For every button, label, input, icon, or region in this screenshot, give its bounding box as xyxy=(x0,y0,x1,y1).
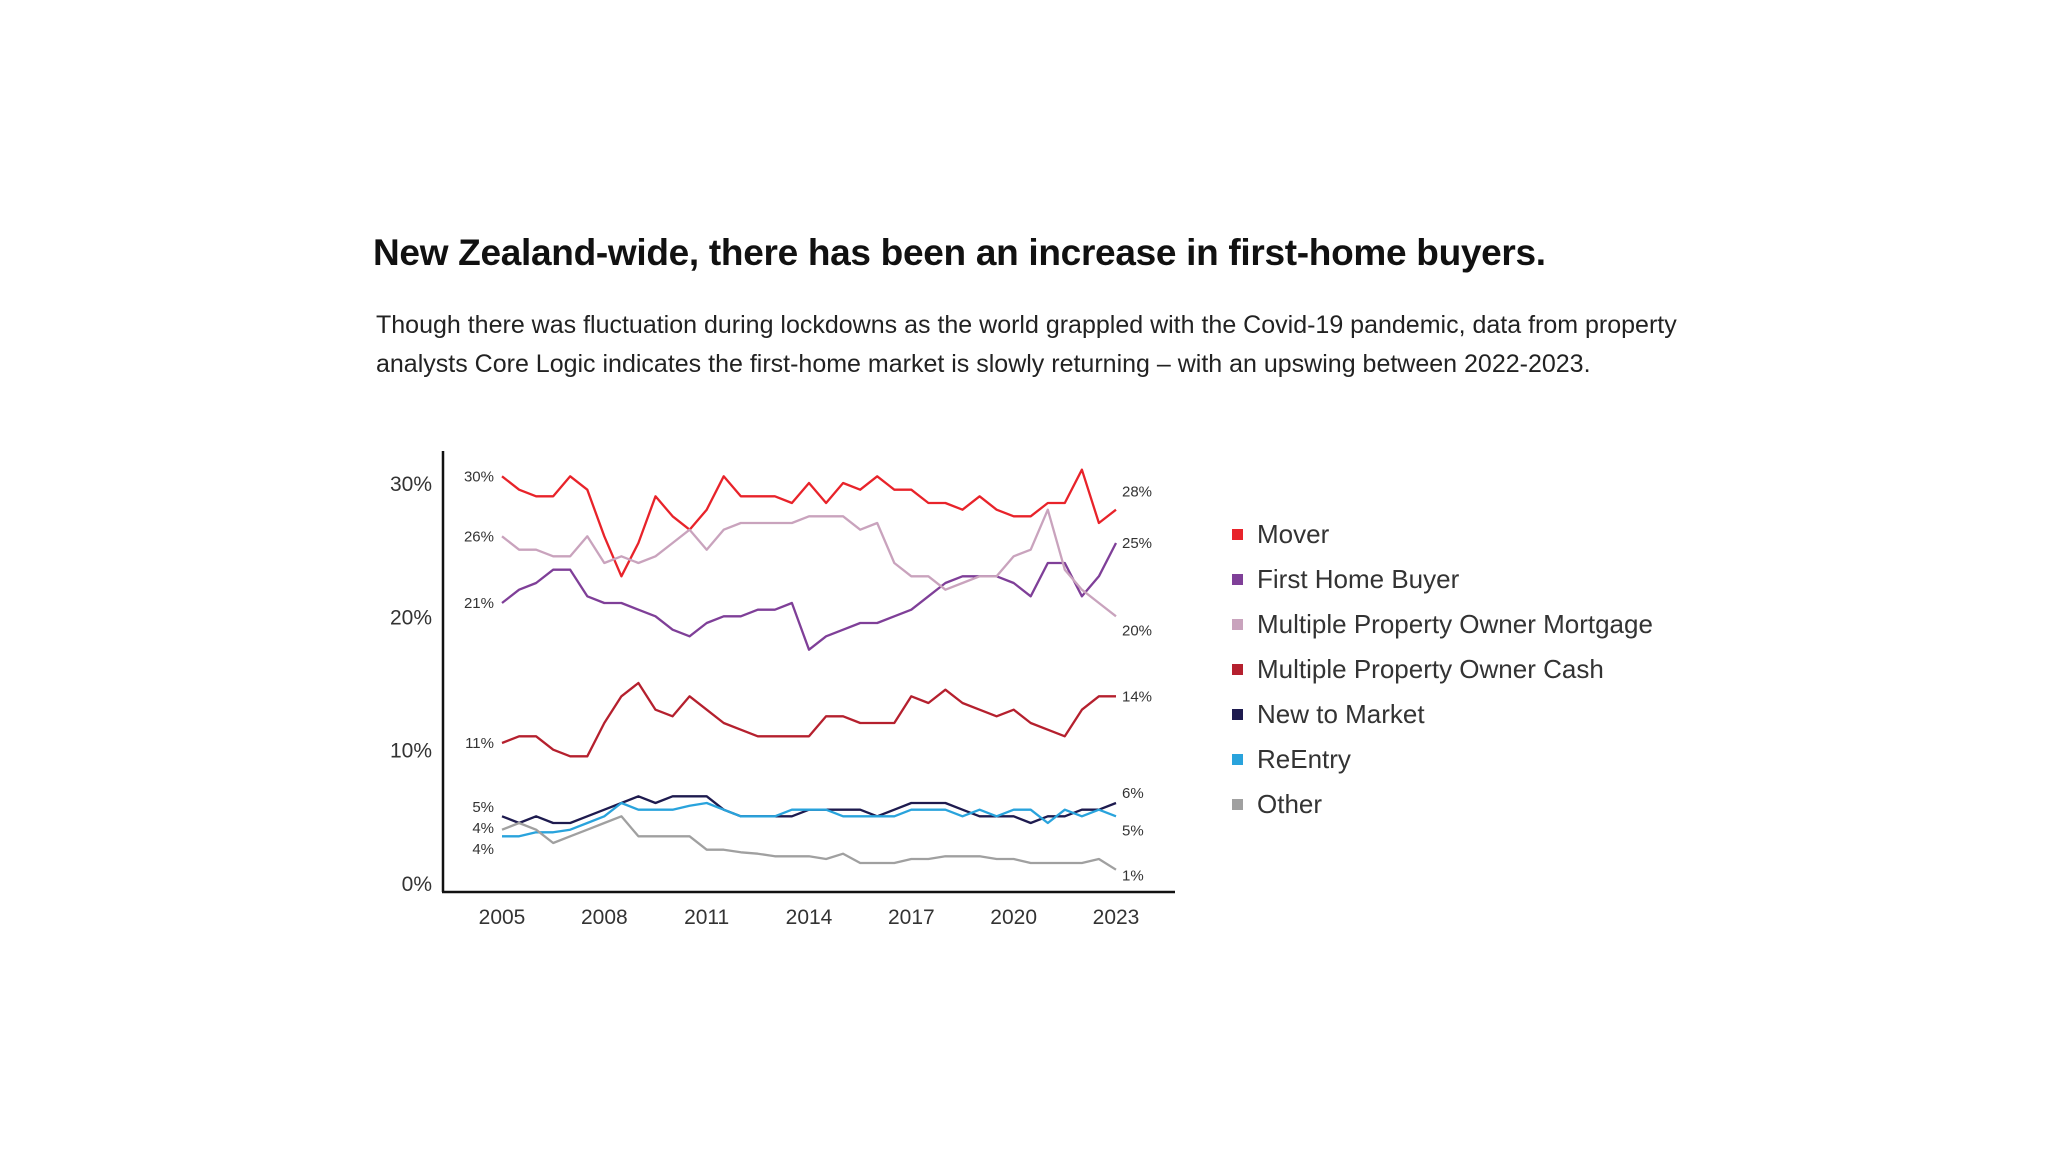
legend-item: First Home Buyer xyxy=(1232,557,1653,602)
chart-legend: Mover First Home Buyer Multiple Property O… xyxy=(1232,512,1653,827)
legend-item: New to Market xyxy=(1232,692,1653,737)
legend-swatch xyxy=(1232,664,1243,675)
legend-label: Mover xyxy=(1257,519,1330,549)
x-tick-label: 2017 xyxy=(888,906,935,929)
legend-item: Multiple Property Owner Cash xyxy=(1232,647,1653,692)
legend-swatch xyxy=(1232,529,1243,540)
series-line-mover xyxy=(501,468,1117,578)
y-tick-label: 20% xyxy=(390,606,432,629)
end-value-label: 20% xyxy=(1122,622,1152,639)
end-value-label: 28% xyxy=(1122,484,1152,501)
x-tick-label: 2011 xyxy=(684,906,729,929)
series-line-multiple-property-owner-cash xyxy=(501,681,1116,758)
legend-swatch xyxy=(1232,754,1243,765)
page-title: New Zealand-wide, there has been an incr… xyxy=(373,232,1546,273)
x-tick-label: 2008 xyxy=(581,906,628,929)
end-value-label: 1% xyxy=(1122,868,1144,885)
start-value-label: 4% xyxy=(472,820,494,837)
series-line-other xyxy=(501,815,1117,871)
series-line-multiple-property-owner-mortgage xyxy=(501,508,1117,618)
x-tick-label: 2023 xyxy=(1093,906,1140,929)
legend-swatch xyxy=(1232,709,1243,720)
start-value-label: 4% xyxy=(472,841,494,858)
legend-label: ReEntry xyxy=(1257,744,1351,774)
start-value-label: 30% xyxy=(464,468,494,485)
legend-item: Mover xyxy=(1232,512,1653,557)
page-subtitle: Though there was fluctuation during lock… xyxy=(376,311,1677,378)
start-value-label: 5% xyxy=(472,799,494,816)
y-tick-label: 30% xyxy=(390,473,432,496)
legend-swatch xyxy=(1232,799,1243,810)
legend-swatch xyxy=(1232,574,1243,585)
x-tick-label: 2020 xyxy=(990,906,1037,929)
series-line-reentry xyxy=(502,801,1117,838)
legend-label: Multiple Property Owner Mortgage xyxy=(1257,609,1653,639)
legend-item: Multiple Property Owner Mortgage xyxy=(1232,602,1653,647)
start-value-label: 21% xyxy=(464,595,494,612)
start-value-label: 11% xyxy=(465,735,494,752)
end-value-label: 5% xyxy=(1122,822,1144,839)
end-value-label: 6% xyxy=(1122,785,1144,802)
x-tick-label: 2014 xyxy=(786,906,833,929)
legend-label: Multiple Property Owner Cash xyxy=(1257,654,1604,684)
start-value-label: 26% xyxy=(464,528,494,545)
y-tick-label: 10% xyxy=(390,740,432,763)
legend-item: Other xyxy=(1232,782,1653,827)
legend-item: ReEntry xyxy=(1232,737,1653,782)
x-tick-label: 2005 xyxy=(479,906,526,929)
y-tick-label: 0% xyxy=(402,873,432,896)
end-value-label: 25% xyxy=(1122,535,1152,552)
legend-swatch xyxy=(1232,619,1243,630)
legend-label: Other xyxy=(1257,789,1323,819)
series-line-first-home-buyer xyxy=(501,542,1118,651)
end-value-label: 14% xyxy=(1122,688,1152,705)
legend-label: First Home Buyer xyxy=(1257,564,1460,594)
legend-label: New to Market xyxy=(1257,699,1425,729)
